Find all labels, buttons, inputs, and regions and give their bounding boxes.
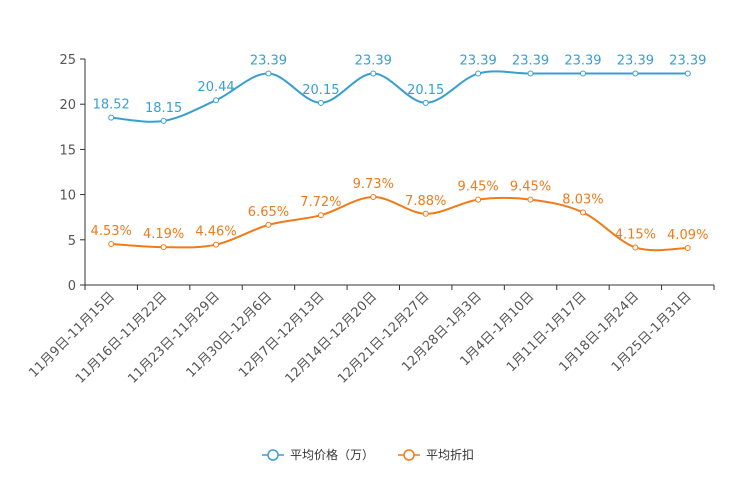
data-point-price[interactable] (475, 70, 482, 77)
x-tick-label: 11月9日-11月15日 (26, 289, 118, 381)
data-point-price[interactable] (684, 70, 691, 77)
legend-marker-price (267, 449, 279, 461)
data-point-discount[interactable] (317, 212, 324, 219)
series-lines (111, 70, 688, 252)
legend[interactable]: 平均价格（万） 平均折扣 (262, 447, 474, 462)
y-tick-label: 15 (59, 143, 76, 158)
data-label-discount: 9.45% (510, 180, 551, 195)
data-point-price[interactable] (579, 70, 586, 77)
series-line-discount (111, 196, 688, 252)
data-label-price: 20.15 (407, 83, 444, 98)
data-label-price: 23.39 (460, 54, 497, 69)
data-point-price[interactable] (527, 70, 534, 77)
data-label-price: 18.52 (93, 98, 130, 113)
data-label-price: 20.44 (197, 80, 234, 95)
data-label-price: 18.15 (145, 101, 182, 116)
data-point-discount[interactable] (632, 244, 639, 251)
data-point-discount[interactable] (265, 221, 272, 228)
data-point-price[interactable] (108, 114, 115, 121)
data-point-discount[interactable] (422, 210, 429, 217)
data-point-discount[interactable] (108, 241, 115, 248)
x-tick-label: 12月21日-12月27日 (335, 289, 432, 386)
data-point-price[interactable] (422, 99, 429, 106)
data-label-price: 23.39 (617, 54, 654, 69)
x-tick-label: 11月16日-11月22日 (73, 289, 170, 386)
legend-item-price[interactable]: 平均价格（万） (262, 447, 374, 462)
data-point-discount[interactable] (370, 194, 377, 201)
y-tick-label: 20 (59, 98, 76, 113)
legend-item-discount[interactable]: 平均折扣 (398, 447, 474, 462)
data-label-discount: 9.73% (353, 177, 394, 192)
data-point-discount[interactable] (213, 241, 220, 248)
data-point-price[interactable] (213, 97, 220, 104)
data-point-price[interactable] (632, 70, 639, 77)
data-label-price: 23.39 (564, 54, 601, 69)
y-tick-label: 25 (59, 53, 76, 68)
data-point-discount[interactable] (160, 244, 167, 251)
data-label-discount: 4.46% (195, 225, 236, 240)
data-point-discount[interactable] (579, 209, 586, 216)
legend-label-discount: 平均折扣 (426, 447, 474, 462)
series-points (108, 70, 691, 252)
legend-marker-discount (403, 449, 415, 461)
data-point-price[interactable] (265, 70, 272, 77)
data-point-discount[interactable] (475, 196, 482, 203)
x-tick-label: 11月23日-11月29日 (125, 289, 222, 386)
data-label-price: 20.15 (302, 83, 339, 98)
data-label-discount: 4.15% (615, 227, 656, 242)
data-point-price[interactable] (370, 70, 377, 77)
x-tick-label: 12月14日-12月20日 (283, 289, 380, 386)
data-label-discount: 7.88% (405, 194, 446, 209)
data-label-discount: 4.09% (667, 228, 708, 243)
series-line-price (111, 70, 688, 123)
y-tick-label: 5 (68, 234, 76, 249)
data-label-discount: 6.65% (248, 205, 289, 220)
data-label-price: 23.39 (512, 54, 549, 69)
data-point-price[interactable] (160, 117, 167, 124)
data-label-price: 23.39 (669, 54, 706, 69)
legend-label-price: 平均价格（万） (290, 447, 374, 462)
data-point-discount[interactable] (527, 196, 534, 203)
data-label-discount: 7.72% (300, 195, 341, 210)
data-label-discount: 4.19% (143, 227, 184, 242)
data-label-discount: 9.45% (457, 180, 498, 195)
y-tick-label: 10 (59, 189, 76, 204)
y-tick-label: 0 (68, 279, 76, 294)
data-point-price[interactable] (317, 99, 324, 106)
data-label-price: 23.39 (250, 54, 287, 69)
data-labels: 18.52 18.15 20.44 23.39 20.15 23.39 20.15 23.39… (91, 54, 709, 243)
data-label-price: 23.39 (355, 54, 392, 69)
data-label-discount: 8.03% (562, 192, 603, 207)
data-label-discount: 4.53% (91, 224, 132, 239)
data-point-discount[interactable] (684, 245, 691, 252)
